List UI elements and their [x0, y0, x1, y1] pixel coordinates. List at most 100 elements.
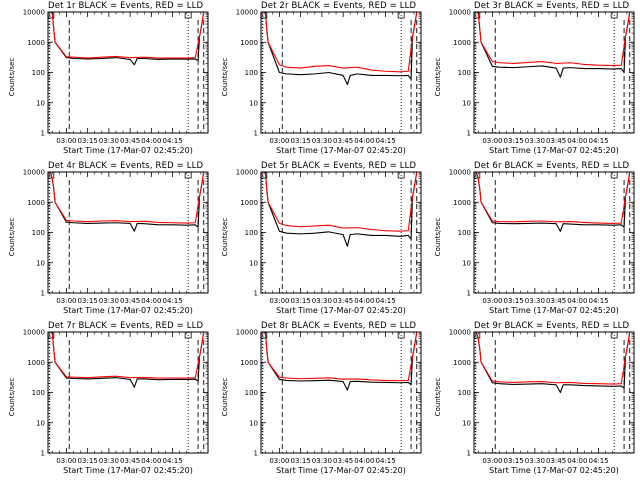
- x-axis-label: Start Time (17-Mar-07 02:45:20): [63, 146, 193, 155]
- x-tick-label: 04:00: [141, 457, 161, 465]
- y-tick-label: 10000: [23, 169, 45, 177]
- series-group: [475, 12, 633, 78]
- detector-panel: 1 10 100 1000 10000 03:00 03:15 03:30 03:45 04:00…: [213, 320, 426, 480]
- x-tick-label: 03:15: [78, 297, 98, 305]
- x-axis-label: Start Time (17-Mar-07 02:45:20): [276, 146, 406, 155]
- y-tick-label: 1000: [240, 39, 258, 47]
- interval-marker: [610, 172, 618, 179]
- y-tick-label: 1000: [240, 359, 258, 367]
- x-tick-label: 04:00: [354, 297, 374, 305]
- y-axis-label: Counts/sec: [434, 217, 442, 257]
- x-tick-label: 03:30: [99, 297, 119, 305]
- detector-panel: 1 10 100 1000 10000 03:00 03:15 03:30 03:45 04:00…: [0, 160, 213, 320]
- x-tick-label: 03:15: [504, 137, 524, 145]
- series-group: [262, 12, 420, 86]
- y-axis-label: Counts/sec: [434, 57, 442, 97]
- y-axis-label: Counts/sec: [221, 377, 229, 417]
- plot-frame: [47, 171, 209, 294]
- x-tick-label: 04:15: [376, 137, 396, 145]
- x-tick-label: 03:45: [546, 297, 566, 305]
- events-series-line: [475, 172, 633, 232]
- plot-frame: [47, 11, 209, 134]
- x-tick-label: 03:00: [56, 457, 76, 465]
- lightcurve-plot: 1 10 100 1000 10000 03:00 03:15 03:30 03:45 04:00…: [236, 169, 422, 305]
- lld-series-line: [475, 12, 633, 67]
- interval-marker: [397, 12, 405, 19]
- x-tick-label: 03:00: [269, 457, 289, 465]
- events-series-line: [262, 172, 420, 247]
- y-tick-label: 10000: [23, 329, 45, 337]
- y-tick-label: 10: [249, 259, 258, 267]
- x-tick-label: 03:00: [56, 137, 76, 145]
- x-tick-label: 03:00: [269, 297, 289, 305]
- detector-panel: 1 10 100 1000 10000 03:00 03:15 03:30 03:45 04:00…: [426, 0, 639, 160]
- x-tick-label: 04:00: [141, 297, 161, 305]
- x-tick-label: 03:30: [525, 297, 545, 305]
- lightcurve-plot: 1 10 100 1000 10000 03:00 03:15 03:30 03:45 04:00…: [236, 9, 422, 145]
- y-tick-label: 1000: [453, 199, 471, 207]
- y-tick-label: 1: [254, 450, 258, 458]
- panel-title: Det 1r BLACK = Events, RED = LLD: [48, 1, 204, 11]
- x-axis-label: Start Time (17-Mar-07 02:45:20): [63, 466, 193, 475]
- x-axis-label: Start Time (17-Mar-07 02:45:20): [276, 306, 406, 315]
- interval-marker: [184, 172, 192, 179]
- y-tick-label: 100: [245, 69, 258, 77]
- events-series-line: [475, 332, 633, 394]
- detector-panel: 1 10 100 1000 10000 03:00 03:15 03:30 03:45 04:00…: [213, 0, 426, 160]
- y-axis-label: Counts/sec: [221, 217, 229, 257]
- events-series-line: [262, 12, 420, 86]
- events-series-line: [49, 172, 207, 232]
- lightcurve-plot: 1 10 100 1000 10000 03:00 03:15 03:30 03:45 04:00…: [449, 169, 635, 305]
- y-tick-label: 10000: [236, 169, 258, 177]
- x-tick-label: 04:00: [567, 137, 587, 145]
- x-tick-label: 03:45: [333, 457, 353, 465]
- y-tick-label: 10: [36, 99, 45, 107]
- x-tick-label: 04:15: [376, 457, 396, 465]
- panel-title: Det 7r BLACK = Events, RED = LLD: [48, 321, 204, 331]
- x-axis-label: Start Time (17-Mar-07 02:45:20): [63, 306, 193, 315]
- detector-panel: 1 10 100 1000 10000 03:00 03:15 03:30 03:45 04:00…: [426, 320, 639, 480]
- detector-panel: 1 10 100 1000 10000 03:00 03:15 03:30 03:45 04:00…: [0, 320, 213, 480]
- series-group: [475, 332, 633, 394]
- y-tick-label: 1: [41, 130, 45, 138]
- x-tick-label: 04:00: [141, 137, 161, 145]
- x-tick-label: 03:00: [482, 457, 502, 465]
- y-tick-label: 1000: [27, 359, 45, 367]
- y-tick-label: 100: [458, 229, 471, 237]
- x-tick-label: 04:15: [163, 457, 183, 465]
- y-tick-label: 1000: [453, 39, 471, 47]
- series-group: [49, 332, 207, 388]
- y-tick-label: 1: [41, 450, 45, 458]
- y-axis-label: Counts/sec: [8, 217, 16, 257]
- y-tick-label: 1: [467, 450, 471, 458]
- lightcurve-plot: 1 10 100 1000 10000 03:00 03:15 03:30 03:45 04:00…: [236, 329, 422, 465]
- y-tick-label: 10000: [449, 169, 471, 177]
- y-tick-label: 1: [254, 290, 258, 298]
- x-axis-label: Start Time (17-Mar-07 02:45:20): [276, 466, 406, 475]
- y-tick-label: 10000: [449, 329, 471, 337]
- lld-series-line: [262, 332, 420, 382]
- lld-series-line: [475, 332, 633, 385]
- x-tick-label: 03:45: [120, 137, 140, 145]
- x-tick-label: 03:30: [99, 457, 119, 465]
- y-tick-label: 10000: [236, 9, 258, 17]
- x-tick-label: 04:00: [354, 457, 374, 465]
- x-tick-label: 03:30: [525, 457, 545, 465]
- x-tick-label: 03:30: [525, 137, 545, 145]
- series-group: [262, 332, 420, 391]
- x-tick-label: 03:45: [120, 297, 140, 305]
- y-axis-label: Counts/sec: [221, 57, 229, 97]
- x-tick-label: 03:15: [78, 137, 98, 145]
- x-tick-label: 04:15: [376, 297, 396, 305]
- y-tick-label: 10000: [449, 9, 471, 17]
- y-tick-label: 1: [467, 130, 471, 138]
- y-tick-label: 10: [249, 99, 258, 107]
- events-series-line: [262, 332, 420, 391]
- x-tick-label: 04:00: [354, 137, 374, 145]
- x-tick-label: 03:15: [504, 457, 524, 465]
- lld-series-line: [49, 12, 207, 59]
- x-tick-label: 03:15: [78, 457, 98, 465]
- y-tick-label: 10: [462, 99, 471, 107]
- x-tick-label: 04:15: [589, 137, 609, 145]
- lld-series-line: [262, 172, 420, 232]
